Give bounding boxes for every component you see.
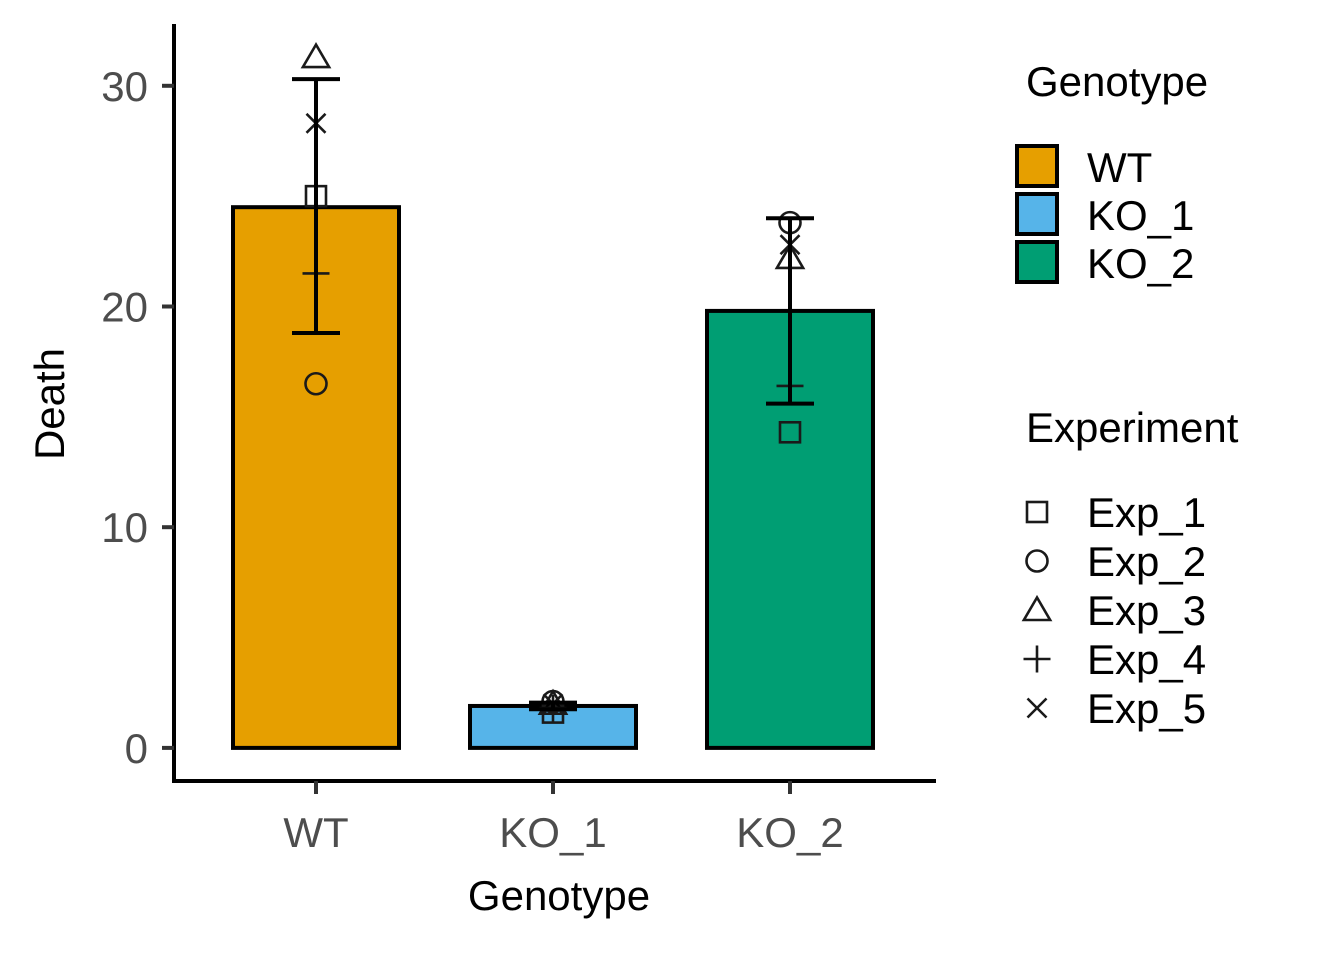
y-tick-label: 0 <box>125 725 148 772</box>
legend-key-exp-1 <box>1025 500 1049 524</box>
legend-label-exp-1: Exp_1 <box>1087 489 1206 536</box>
legend-title-experiment: Experiment <box>1026 404 1239 451</box>
y-tick-label: 30 <box>101 63 148 110</box>
legend-label-ko-1: KO_1 <box>1087 192 1194 239</box>
data-point-wt-exp-3 <box>300 42 332 69</box>
legend-key-exp-4 <box>1023 645 1051 673</box>
legend-key-exp-3-shape <box>1021 594 1053 622</box>
legend-key-exp-2 <box>1025 549 1049 573</box>
x-tick-label: KO_1 <box>499 809 606 856</box>
legend-title-genotype: Genotype <box>1026 58 1208 105</box>
legend-label-exp-3: Exp_3 <box>1087 587 1206 634</box>
y-axis-title: Death <box>26 348 73 460</box>
axes: Genotype Death 0 10 20 30 WT KO_1 KO_2 <box>26 24 936 919</box>
legend-key-exp-3 <box>1021 594 1053 622</box>
legend-label-exp-5: Exp_5 <box>1087 685 1206 732</box>
legend-swatch-wt <box>1015 144 1059 188</box>
error-bar-ko-1 <box>529 700 577 712</box>
legend-key-exp-5-shape-b <box>1026 697 1048 719</box>
data-point-wt-exp-2 <box>304 371 328 396</box>
error-bar-wt <box>292 77 340 335</box>
data-point-ko-2-exp-1 <box>778 420 802 444</box>
data-point-wt-exp-3-shape <box>300 42 332 69</box>
legend-label-ko-2: KO_2 <box>1087 240 1194 287</box>
legend-key-exp-5 <box>1026 697 1048 719</box>
legend-swatch-ko-1 <box>1015 192 1059 236</box>
y-tick-label: 20 <box>101 283 148 330</box>
data-point-ko-2-exp-1-shape <box>778 420 802 444</box>
data-point-wt-exp-2-shape <box>304 371 328 396</box>
x-axis-title: Genotype <box>468 872 650 919</box>
legend-key-exp-1-shape <box>1025 500 1049 524</box>
error-bar-ko-2 <box>766 216 814 406</box>
plot-area <box>231 42 875 750</box>
legend: GenotypeWTKO_1KO_2ExperimentExp_1Exp_2Ex… <box>1015 58 1239 732</box>
x-tick-label: WT <box>283 809 348 856</box>
legend-label-wt: WT <box>1087 144 1152 191</box>
legend-swatch-ko-2 <box>1015 240 1059 284</box>
x-tick-label: KO_2 <box>736 809 843 856</box>
legend-label-exp-2: Exp_2 <box>1087 538 1206 585</box>
y-tick-label: 10 <box>101 504 148 551</box>
legend-key-exp-2-shape <box>1025 549 1049 573</box>
legend-label-exp-4: Exp_4 <box>1087 636 1206 683</box>
